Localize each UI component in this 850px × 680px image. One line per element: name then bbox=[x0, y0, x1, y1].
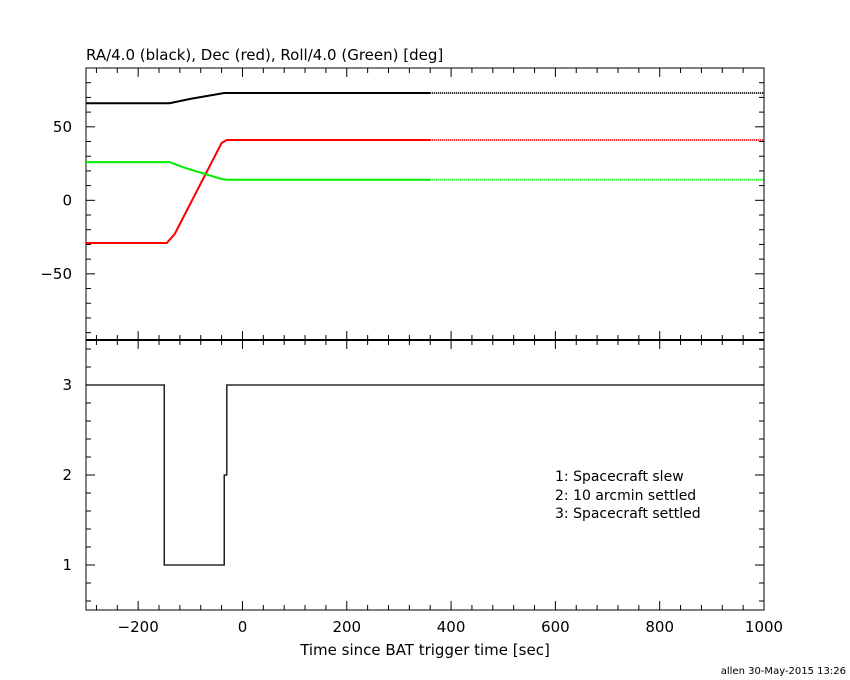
legend-entry-3: 3: Spacecraft settled bbox=[555, 506, 701, 522]
legend: 1: Spacecraft slew 2: 10 arcmin settled … bbox=[555, 469, 701, 522]
attitude-panel: −50 0 50 bbox=[40, 67, 765, 341]
bottom-ytick-label: 1 bbox=[62, 556, 72, 574]
x-tick-label: 0 bbox=[238, 618, 248, 636]
legend-entry-2: 2: 10 arcmin settled bbox=[555, 488, 696, 504]
status-panel: 1 2 3 −200 0 200 400 600 800 1000 bbox=[62, 339, 783, 636]
legend-entry-1: 1: Spacecraft slew bbox=[555, 469, 684, 485]
x-tick-label: 600 bbox=[541, 618, 570, 636]
x-tick-label: −200 bbox=[118, 618, 159, 636]
top-panel-title: RA/4.0 (black), Dec (red), Roll/4.0 (Gre… bbox=[86, 46, 443, 64]
top-ytick-label: 0 bbox=[62, 191, 72, 209]
x-tick-label: 1000 bbox=[745, 618, 783, 636]
bottom-ytick-label: 3 bbox=[62, 376, 72, 394]
x-axis-title: Time since BAT trigger time [sec] bbox=[299, 641, 550, 659]
x-tick-label: 200 bbox=[332, 618, 361, 636]
top-ytick-label: 50 bbox=[53, 118, 72, 136]
series-roll-4-0-line bbox=[86, 161, 431, 181]
top-ytick-label: −50 bbox=[40, 265, 72, 283]
status-step-line bbox=[86, 384, 764, 566]
footer-credit: allen 30-May-2015 13:26 bbox=[721, 666, 846, 677]
series-dec-line bbox=[86, 139, 431, 244]
series-ra-4-0-line bbox=[86, 91, 431, 105]
bottom-ytick-label: 2 bbox=[62, 466, 72, 484]
x-tick-label: 400 bbox=[437, 618, 466, 636]
top-frame bbox=[85, 67, 765, 341]
x-tick-label: 800 bbox=[645, 618, 674, 636]
